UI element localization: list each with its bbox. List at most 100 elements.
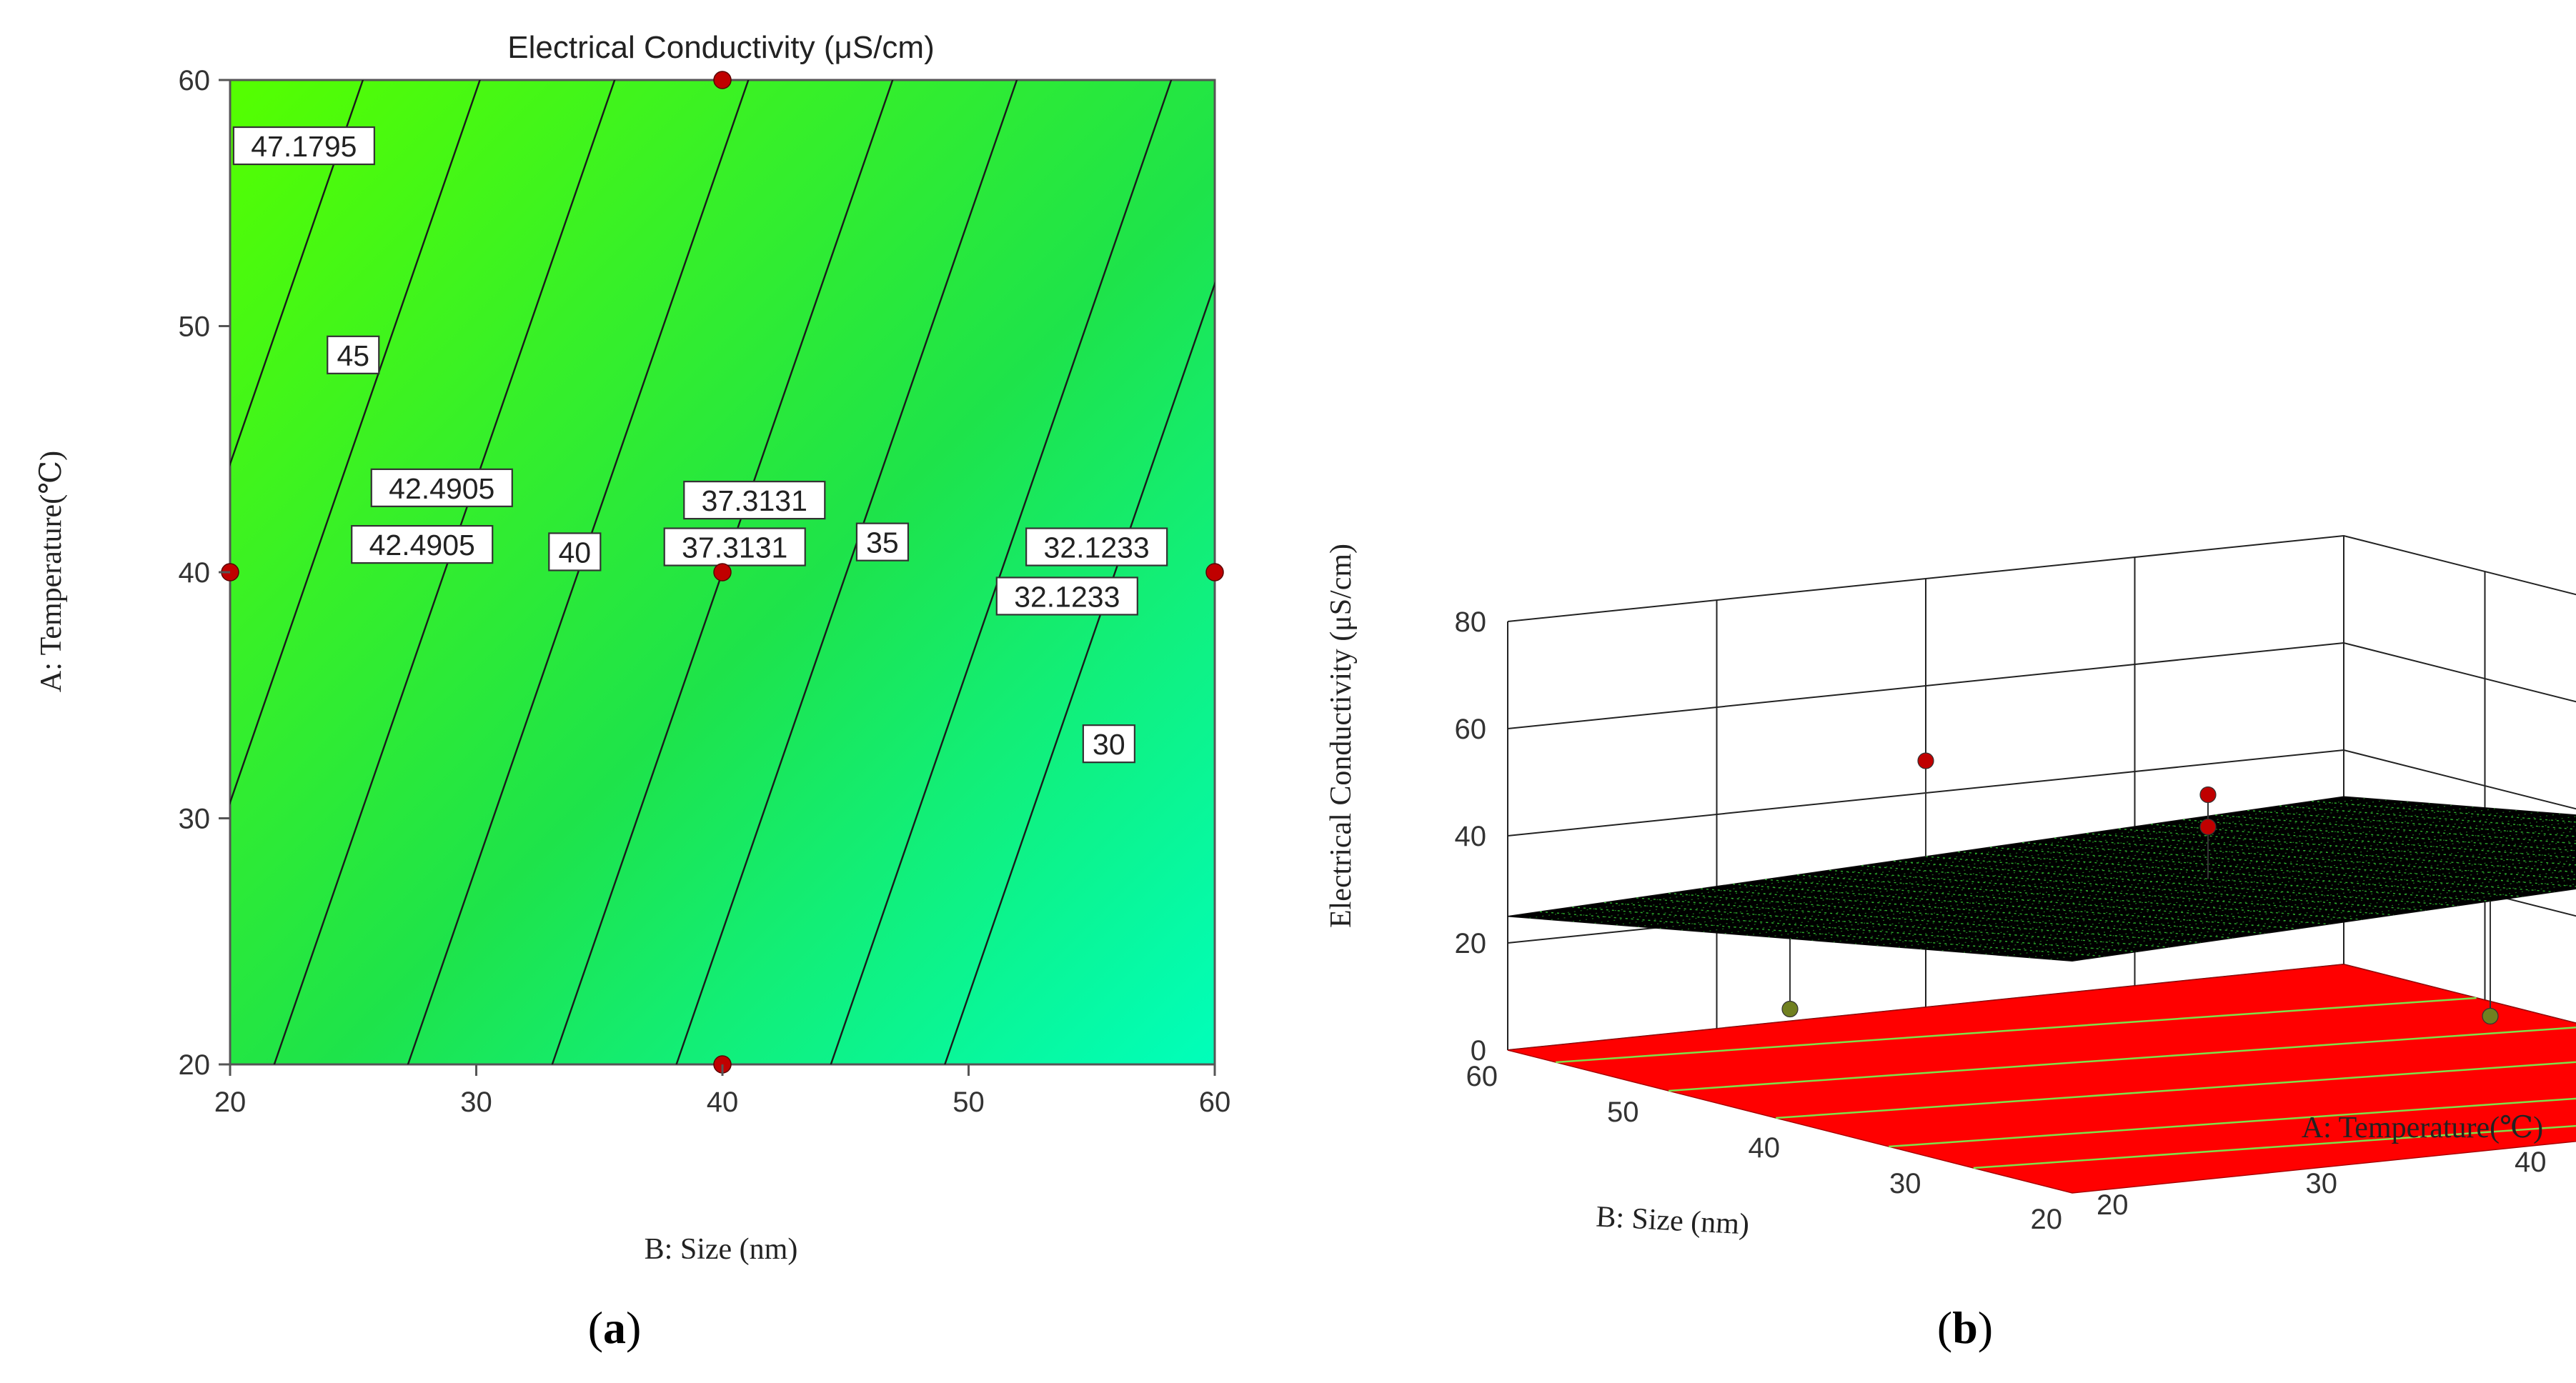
contour-label-text-3: 42.4905 (369, 529, 475, 561)
contour-label-9: 32.1233 (995, 576, 1138, 616)
panel-b-response-surface (1507, 796, 2576, 962)
size-tick-label-1: 30 (1889, 1168, 1921, 1199)
contour-label-2: 42.4905 (370, 468, 513, 507)
z-tick-label-2: 40 (1455, 821, 1487, 852)
x-tick-label-4: 60 (1199, 1087, 1231, 1118)
z-tick-label-3: 60 (1455, 714, 1487, 745)
contour-label-box-9 (995, 576, 1138, 616)
contour-label-text-5: 37.3131 (702, 484, 807, 517)
panel-b-points-below-surface (1781, 901, 2499, 1025)
contour-label-text-8: 32.1233 (1044, 531, 1150, 564)
point-above-3 (2199, 818, 2217, 836)
size-tick-label-3: 50 (1607, 1097, 1639, 1128)
panel-b-points-above-surface (1917, 752, 2217, 879)
contour-label-box-4 (548, 532, 602, 571)
contour-label-3: 42.4905 (351, 525, 494, 564)
contour-line-2 (675, 80, 1018, 1064)
y-tick-label-1: 30 (179, 804, 211, 835)
floor-plane (1507, 964, 2576, 1194)
size-tick-label-0: 20 (2031, 1204, 2063, 1235)
z-tick-label-4: 80 (1455, 606, 1487, 638)
contour-label-box-0 (232, 126, 375, 166)
contour-label-text-4: 40 (558, 536, 591, 569)
contour-label-0: 47.1795 (232, 126, 375, 166)
floor-contour-2 (1776, 1061, 2576, 1119)
contour-label-text-1: 45 (337, 339, 369, 372)
point-below-0 (2482, 1007, 2499, 1025)
point-below-1 (1781, 1000, 1799, 1018)
contour-label-text-7: 35 (866, 526, 899, 559)
contour-label-box-3 (351, 525, 494, 564)
contour-line-6 (230, 80, 481, 806)
panel-a-caption: (a) (588, 1302, 642, 1353)
contour-label-box-5 (683, 480, 826, 520)
contour-label-6: 37.3131 (663, 527, 806, 566)
panel-b-z-axis-label: Electrical Conductivity (μS/cm) (1325, 544, 1358, 928)
contour-line-5 (273, 80, 616, 1064)
contour-label-box-10 (1082, 724, 1135, 764)
panel-a-y-axis-label: A: Temperature(℃) (35, 451, 68, 692)
contour-label-text-9: 32.1233 (1014, 580, 1120, 613)
panel-b-caption: (b) (1937, 1302, 1993, 1353)
panel-a-axes: 20 30 40 50 60 20 30 40 50 60 (179, 65, 1231, 1118)
design-point-3 (1205, 563, 1224, 581)
contour-label-10: 30 (1082, 724, 1135, 764)
x-tick-label-3: 50 (953, 1087, 985, 1118)
z-tick-label-1: 20 (1455, 928, 1487, 959)
contour-line-1 (830, 80, 1173, 1064)
floor-contour-1 (1669, 1027, 2576, 1092)
panel-b-floor-contour (1507, 964, 2576, 1194)
panel-a-caption-close: ) (626, 1302, 641, 1353)
contour-label-7: 35 (855, 522, 910, 561)
y-tick-label-3: 50 (179, 311, 211, 343)
contour-label-text-2: 42.4905 (389, 472, 494, 505)
size-tick-label-2: 40 (1749, 1132, 1781, 1164)
x-tick-label-0: 20 (214, 1087, 247, 1118)
panel-b-y-axis-label: A: Temperature(℃) (2302, 1112, 2543, 1144)
y-tick-label-2: 40 (179, 557, 211, 589)
temp-tick-label-2: 40 (2515, 1147, 2547, 1178)
contour-label-5: 37.3131 (683, 480, 826, 520)
panel-a-title: Electrical Conductivity (μS/cm) (507, 30, 934, 65)
contour-label-1: 45 (327, 335, 380, 374)
y-tick-label-0: 20 (179, 1049, 211, 1081)
panel-a-caption-open: ( (588, 1302, 603, 1353)
panel-b-caption-open: ( (1937, 1302, 1952, 1353)
contour-label-text-0: 47.1795 (251, 130, 357, 163)
panel-b-caption-letter: b (1952, 1302, 1978, 1353)
contour-label-box-8 (1025, 527, 1168, 566)
panel-a-x-axis-label: B: Size (nm) (645, 1233, 798, 1266)
contour-label-box-7 (855, 522, 910, 561)
surface-plane (1507, 796, 2576, 962)
design-point-2 (713, 563, 732, 581)
panel-b-x-axis-label: B: Size (nm) (1595, 1200, 1750, 1241)
floor-contour-0 (1556, 997, 2477, 1064)
temp-tick-label-1: 30 (2306, 1168, 2338, 1199)
contour-label-text-6: 37.3131 (682, 531, 787, 564)
contour-line-4 (407, 80, 750, 1064)
wall-grid-z-3 (1507, 641, 2576, 729)
contour-label-4: 40 (548, 532, 602, 571)
floor-contour-3 (1889, 1097, 2576, 1148)
z-tick-label-0: 0 (1471, 1035, 1486, 1067)
wall-grid-z-4 (1507, 534, 2576, 622)
panel-a-contour-plot: Electrical Conductivity (μS/cm) 47.1795 4… (35, 30, 1231, 1353)
point-above-2 (2199, 786, 2217, 804)
point-above-1 (1917, 752, 1934, 769)
contour-label-box-1 (327, 335, 380, 374)
panel-a-caption-letter: a (603, 1302, 626, 1353)
panel-b-tick-labels: 02040608020304050602030405060 (1455, 606, 2547, 1235)
contour-lines (230, 80, 1215, 1064)
contour-label-8: 32.1233 (1025, 527, 1168, 566)
x-tick-label-1: 30 (460, 1087, 492, 1118)
contour-line-0 (944, 281, 1215, 1064)
size-tick-label-4: 60 (1466, 1061, 1498, 1092)
panel-b-surface-plot: 02040608020304050602030405060 B: Size (n… (1325, 534, 2576, 1353)
y-tick-label-4: 60 (179, 65, 211, 96)
contour-label-box-2 (370, 468, 513, 507)
x-tick-label-2: 40 (707, 1087, 739, 1118)
temp-tick-label-0: 20 (2097, 1189, 2129, 1221)
panel-b-caption-close: ) (1978, 1302, 1993, 1353)
floor-contour-4 (1973, 1124, 2576, 1169)
